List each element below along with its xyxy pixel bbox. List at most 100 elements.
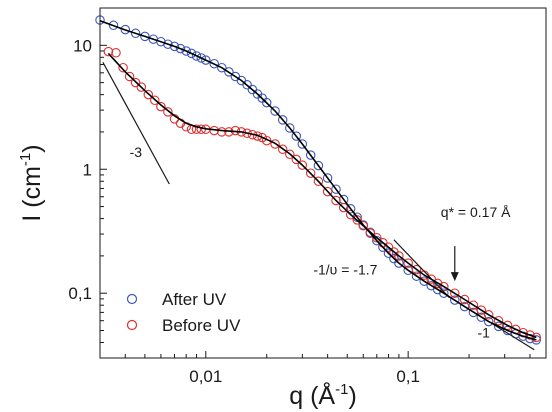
x-axis-label-exponent: -1 xyxy=(335,381,348,398)
data-point-after-uv xyxy=(331,184,341,194)
legend-marker-before-uv xyxy=(126,319,138,331)
data-point-after-uv xyxy=(483,316,494,327)
data-point-before-uv xyxy=(432,278,443,289)
data-point-before-uv xyxy=(150,95,160,106)
fit-curve-2 xyxy=(107,52,537,339)
data-point-after-uv xyxy=(394,258,404,268)
data-point-before-uv xyxy=(191,124,202,135)
data-point-before-uv xyxy=(459,294,470,305)
data-point-before-uv xyxy=(411,264,422,275)
q-star-label: q* = 0.17 Å xyxy=(441,204,511,220)
data-point-after-uv xyxy=(345,204,356,214)
data-point-after-uv xyxy=(383,248,394,259)
data-point-after-uv xyxy=(313,160,324,171)
data-point-after-uv xyxy=(224,67,234,77)
data-point-before-uv xyxy=(450,288,460,298)
data-point-after-uv xyxy=(305,150,316,160)
data-point-before-uv xyxy=(365,227,376,238)
data-point-before-uv xyxy=(372,233,382,243)
data-point-before-uv xyxy=(118,62,128,73)
data-point-before-uv xyxy=(483,310,494,320)
data-point-after-uv xyxy=(130,28,141,39)
y-axis-label-exponent: -1 xyxy=(17,153,34,166)
legend-label-after-uv: After UV xyxy=(162,290,227,309)
data-point-after-uv xyxy=(201,55,211,65)
data-point-after-uv xyxy=(156,36,166,47)
data-point-before-uv xyxy=(394,251,404,261)
slope-line-1 xyxy=(102,61,170,185)
data-point-after-uv xyxy=(169,41,180,52)
data-point-before-uv xyxy=(383,242,394,252)
data-point-after-uv xyxy=(297,139,308,149)
y-axis-label-close: ) xyxy=(18,144,46,152)
slope-line-2 xyxy=(393,239,450,299)
data-point-after-uv xyxy=(419,276,429,286)
data-point-before-uv xyxy=(468,300,479,310)
data-point-before-uv xyxy=(476,305,487,315)
data-point-before-uv xyxy=(217,127,227,137)
data-point-after-uv xyxy=(439,288,449,298)
data-point-before-uv xyxy=(163,107,173,117)
slope-label-minus-3: -3 xyxy=(130,144,143,160)
x-tick-label: 0,01 xyxy=(189,367,222,386)
data-point-before-uv xyxy=(103,46,114,57)
data-point-before-uv xyxy=(252,131,263,141)
data-point-after-uv xyxy=(322,173,333,183)
legend-marker-after-uv xyxy=(126,293,138,305)
x-axis-label: q (Å-1) xyxy=(289,380,357,410)
data-point-after-uv xyxy=(291,131,302,141)
data-point-before-uv xyxy=(111,48,121,58)
data-point-after-uv xyxy=(209,58,219,69)
plot-frame xyxy=(99,7,547,359)
y-axis-label-base: I (cm xyxy=(18,166,46,222)
data-point-after-uv xyxy=(285,123,295,133)
data-point-after-uv xyxy=(261,97,272,108)
axis-ticks: 0,01 0,1 0,1 1 10 xyxy=(68,7,531,386)
fit-curves xyxy=(99,19,537,341)
data-point-after-uv xyxy=(459,301,470,312)
data-point-before-uv xyxy=(143,89,154,100)
data-point-before-uv xyxy=(502,320,513,331)
data-point-before-uv xyxy=(297,160,308,170)
data-point-before-uv xyxy=(285,149,295,160)
data-point-before-uv xyxy=(358,221,369,231)
x-axis-label-close: ) xyxy=(348,382,356,410)
data-point-after-uv xyxy=(181,46,191,56)
data-point-before-uv xyxy=(493,315,504,326)
data-point-after-uv xyxy=(270,106,280,116)
fit-curve-1 xyxy=(99,19,537,341)
legend: After UV Before UV xyxy=(126,290,241,335)
data-point-before-uv xyxy=(338,202,349,213)
slope-label-minus-1-over-nu: -1/υ = -1.7 xyxy=(313,261,377,277)
data-series xyxy=(95,15,542,345)
y-tick-label: 10 xyxy=(73,36,92,55)
x-axis-label-base: q (Å xyxy=(289,380,335,410)
data-point-after-uv xyxy=(140,31,150,42)
data-point-after-uv xyxy=(163,39,173,49)
data-point-after-uv xyxy=(277,115,288,125)
data-point-before-uv xyxy=(305,168,316,178)
data-point-after-uv xyxy=(450,295,460,305)
slope-label-minus-1: -1 xyxy=(477,324,490,340)
x-tick-label: 0,1 xyxy=(396,367,420,386)
data-point-before-uv xyxy=(426,274,436,284)
data-point-after-uv xyxy=(493,321,504,332)
data-point-before-uv xyxy=(291,154,302,165)
data-point-before-uv xyxy=(525,330,535,340)
y-tick-label: 1 xyxy=(83,160,92,179)
data-point-after-uv xyxy=(186,48,197,59)
data-point-before-uv xyxy=(124,71,135,82)
data-point-after-uv xyxy=(175,43,186,54)
y-tick-label: 0,1 xyxy=(68,284,92,303)
data-point-before-uv xyxy=(352,215,362,225)
data-point-after-uv xyxy=(531,335,542,345)
data-point-before-uv xyxy=(156,101,166,112)
data-point-after-uv xyxy=(196,53,207,63)
data-point-before-uv xyxy=(277,144,288,155)
q-star-annotation: q* = 0.17 Å xyxy=(441,204,511,282)
legend-label-before-uv: Before UV xyxy=(162,316,241,335)
data-point-before-uv xyxy=(270,139,280,149)
data-point-before-uv xyxy=(331,195,341,206)
data-point-after-uv xyxy=(411,271,422,281)
series-after-uv xyxy=(95,15,542,345)
